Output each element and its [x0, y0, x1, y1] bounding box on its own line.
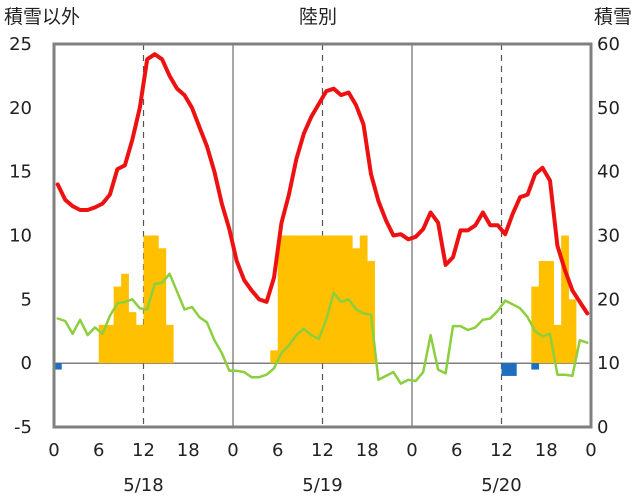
x-tick-label: 6: [272, 440, 283, 461]
left-tick-label: 25: [9, 34, 32, 55]
negative-bar: [531, 363, 540, 370]
snowfall-bar: [531, 286, 540, 364]
snowfall-bar: [367, 261, 376, 364]
snowfall-bar: [150, 235, 159, 364]
snowfall-bar: [538, 261, 547, 364]
right-axis-label: 積雪: [593, 6, 632, 28]
snowfall-bar: [158, 248, 167, 364]
x-tick-label: 6: [93, 440, 104, 461]
snowfall-bar: [546, 261, 555, 364]
snowfall-bar: [136, 324, 144, 364]
snowfall-bar: [98, 324, 107, 364]
snowfall-bar: [553, 324, 562, 364]
date-label: 5/19: [302, 475, 342, 496]
snowfall-bar: [270, 350, 279, 364]
snowfall-bar: [307, 235, 316, 364]
left-tick-label: 0: [21, 353, 32, 374]
snowfall-bar: [300, 235, 308, 364]
date-label: 5/20: [481, 475, 521, 496]
snowfall-bar: [113, 286, 122, 364]
right-tick-label: 30: [597, 226, 620, 247]
snowfall-bar: [561, 235, 569, 364]
snowfall-bar: [165, 324, 174, 364]
x-tick-label: 18: [177, 440, 200, 461]
snowfall-bar: [277, 235, 286, 364]
snowfall-bar: [292, 235, 301, 364]
x-tick-label: 12: [311, 440, 334, 461]
negative-bar: [501, 363, 510, 376]
x-tick-label: 18: [535, 440, 558, 461]
x-tick-label: 12: [490, 440, 513, 461]
snowfall-bar: [315, 235, 323, 364]
x-tick-label: 0: [48, 440, 59, 461]
left-tick-label: -5: [14, 417, 32, 438]
left-axis-label: 積雪以外: [4, 6, 81, 28]
green-series-line: [56, 272, 589, 385]
snowfall-bar: [359, 235, 368, 364]
left-tick-label: 10: [9, 226, 32, 247]
x-tick-label: 0: [585, 440, 596, 461]
right-tick-label: 40: [597, 162, 620, 183]
left-tick-label: 20: [9, 98, 32, 119]
left-tick-label: 5: [21, 289, 32, 310]
snowfall-bar: [106, 324, 114, 364]
x-tick-label: 6: [451, 440, 462, 461]
x-tick-label: 0: [227, 440, 238, 461]
snowfall-bar: [143, 235, 152, 364]
snowfall-bar: [322, 235, 331, 364]
right-tick-label: 20: [597, 289, 620, 310]
snowfall-bar: [128, 312, 137, 364]
plot-frame: [52, 42, 593, 429]
snowfall-bar: [337, 235, 346, 364]
snowfall-bar: [121, 273, 129, 364]
right-tick-label: 0: [597, 417, 608, 438]
red-series-line: [55, 52, 590, 316]
x-tick-label: 12: [132, 440, 155, 461]
negative-bar: [54, 363, 62, 370]
negative-bar: [508, 363, 517, 376]
snowfall-bar: [568, 299, 577, 364]
chart-title: 陸別: [298, 6, 337, 28]
snowfall-bar: [352, 248, 361, 364]
right-tick-label: 60: [597, 34, 620, 55]
snowfall-bar: [285, 235, 293, 364]
left-tick-label: 15: [9, 162, 32, 183]
x-tick-label: 18: [356, 440, 379, 461]
right-tick-label: 10: [597, 353, 620, 374]
right-tick-label: 50: [597, 98, 620, 119]
snowfall-bar: [329, 235, 338, 364]
date-label: 5/18: [123, 475, 163, 496]
x-tick-label: 0: [406, 440, 417, 461]
